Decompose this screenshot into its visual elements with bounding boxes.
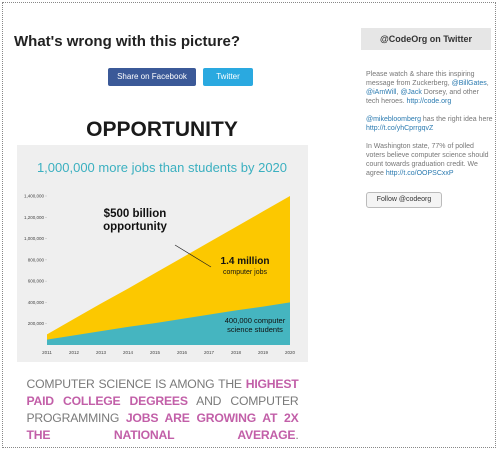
infographic: OPPORTUNITY 1,000,000 more jobs than stu… bbox=[17, 97, 308, 442]
tweet-link[interactable]: @iAmWill bbox=[366, 89, 397, 96]
twitter-share-button[interactable]: Twitter bbox=[203, 68, 253, 86]
tweet: @mikebloomberg has the right idea here h… bbox=[366, 115, 494, 133]
y-tick-label: 1,000,000 bbox=[24, 236, 45, 241]
caption: COMPUTER SCIENCE IS AMONG THE HIGHEST PA… bbox=[27, 376, 299, 444]
x-tick-label: 2020 bbox=[285, 350, 296, 355]
y-tick-label: 400,000 bbox=[28, 300, 45, 305]
tweet-list: Please watch & share this inspiring mess… bbox=[366, 70, 494, 187]
y-tick-label: 800,000 bbox=[28, 257, 45, 262]
tweet-link[interactable]: http://code.org bbox=[406, 98, 452, 105]
caption-highlight: JOBS ARE GROWING AT 2X THE NATIONAL AVER… bbox=[26, 411, 299, 442]
x-tick-label: 2015 bbox=[150, 350, 161, 355]
tweet: In Washington state, 77% of polled voter… bbox=[366, 142, 494, 178]
tweet-text: Dorsey, and other tech heroes. bbox=[366, 89, 479, 105]
y-tick-label: 1,200,000 bbox=[24, 215, 45, 220]
annotation: 400,000 computer bbox=[225, 316, 286, 325]
tweet-link[interactable]: @Jack bbox=[400, 89, 422, 96]
chart: OPPORTUNITY 1,000,000 more jobs than stu… bbox=[17, 118, 308, 362]
x-tick-label: 2014 bbox=[123, 350, 134, 355]
tweet-text: , bbox=[486, 80, 489, 87]
y-tick-label: 200,000 bbox=[28, 321, 45, 326]
annotation: science students bbox=[227, 325, 283, 334]
tweet-link[interactable]: http://t.co/yhCprrgqvZ bbox=[366, 125, 434, 132]
facebook-share-button[interactable]: Share on Facebook bbox=[108, 68, 196, 86]
x-tick-label: 2018 bbox=[231, 350, 242, 355]
x-tick-label: 2012 bbox=[69, 350, 80, 355]
annotation: opportunity bbox=[103, 221, 167, 233]
caption-text: . bbox=[295, 428, 299, 442]
caption-highlight: HIGHEST PAID COLLEGE DEGREES bbox=[26, 377, 299, 408]
x-tick-label: 2019 bbox=[258, 350, 269, 355]
x-tick-label: 2013 bbox=[96, 350, 107, 355]
sidebar-title: @CodeOrg on Twitter bbox=[361, 28, 491, 50]
area bbox=[47, 196, 290, 345]
caption-text: AND COMPUTER PROGRAMMING bbox=[26, 394, 299, 425]
tweet-link[interactable]: http://t.co/OOPSCxxP bbox=[385, 170, 454, 177]
tweet: Please watch & share this inspiring mess… bbox=[366, 70, 494, 106]
x-tick-label: 2011 bbox=[42, 350, 52, 355]
page-title: What's wrong with this picture? bbox=[14, 33, 241, 50]
tweet-text: Please watch & share this inspiring mess… bbox=[366, 71, 475, 87]
infographic-heading: OPPORTUNITY bbox=[86, 118, 238, 141]
annotation: $500 billion bbox=[104, 208, 167, 220]
frame bbox=[2, 2, 496, 448]
y-tick-label: 1,400,000 bbox=[24, 194, 45, 199]
tweet-link[interactable]: @mikebloomberg bbox=[366, 116, 421, 123]
x-tick-label: 2016 bbox=[177, 350, 188, 355]
x-tick-label: 2017 bbox=[204, 350, 215, 355]
annotation: computer jobs bbox=[223, 269, 267, 276]
caption-text: COMPUTER SCIENCE IS AMONG THE bbox=[26, 377, 246, 391]
tweet-link[interactable]: @BillGates bbox=[451, 80, 487, 87]
area bbox=[47, 302, 290, 345]
tweet-text: In Washington state, 77% of polled voter… bbox=[366, 143, 489, 177]
chart-title: 1,000,000 more jobs than students by 202… bbox=[37, 160, 287, 175]
tweet-text: , bbox=[396, 89, 401, 96]
annotation: 1.4 million bbox=[221, 256, 270, 267]
y-tick-label: 600,000 bbox=[28, 279, 45, 284]
annotation-pointer bbox=[174, 244, 212, 268]
follow-button[interactable]: Follow @codeorg bbox=[366, 192, 442, 208]
tweet-text: has the right idea here bbox=[420, 116, 493, 123]
